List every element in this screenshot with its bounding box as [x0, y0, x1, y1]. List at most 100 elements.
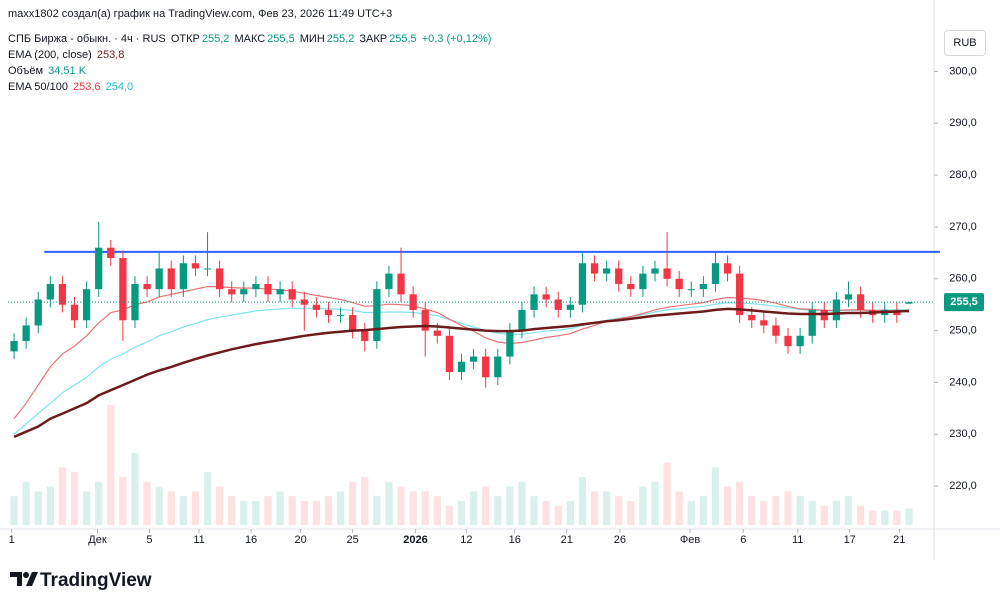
volume-bar — [602, 491, 611, 525]
volume-bar — [482, 486, 490, 525]
volume-bar — [228, 496, 236, 525]
value: 255,5 — [389, 33, 417, 45]
value: 255,2 — [201, 33, 230, 45]
candle-body — [385, 273, 393, 290]
volume-bar — [409, 491, 417, 525]
candle-body — [107, 247, 115, 259]
candle-body — [748, 315, 756, 321]
volume-bar — [820, 505, 828, 525]
candle-body — [433, 330, 441, 336]
y-tick-label: 270,0 — [949, 221, 977, 233]
volume-bar — [252, 501, 260, 525]
x-tick-label: 16 — [509, 534, 521, 546]
x-tick-label: 11 — [193, 534, 204, 546]
volume-bar — [179, 496, 187, 525]
ema100-line — [13, 301, 909, 435]
volume-bar — [675, 491, 683, 525]
volume-bar — [748, 496, 756, 525]
y-tick-label: 280,0 — [949, 169, 977, 181]
candle-body — [482, 356, 490, 378]
candle-body — [844, 294, 853, 300]
candle-body — [82, 289, 91, 321]
candle-body — [687, 289, 695, 291]
y-tick-label: 250,0 — [949, 325, 977, 337]
volume-bar — [760, 501, 768, 525]
x-tick-label: 2026 — [403, 534, 427, 546]
candle-body — [615, 268, 623, 284]
volume-bar — [34, 491, 42, 525]
symbol: СПБ Биржа - обыкн. · 4ч · RUS — [8, 33, 166, 45]
candle-body — [46, 283, 54, 300]
x-tick-label: 5 — [146, 534, 152, 546]
volume-bar — [687, 501, 695, 525]
candle-body — [179, 263, 187, 290]
chart: 220,0 230,0 240,0 250,0 260,0 270,0 280,0 290,0… — [0, 0, 1000, 560]
candle-body — [203, 268, 212, 270]
volume-bar — [856, 505, 865, 525]
volume-bar — [784, 491, 792, 525]
candle-body — [651, 268, 659, 274]
change: +0,3 (+0,12%) — [421, 33, 492, 45]
volume-bar — [70, 472, 79, 525]
volume-bar — [699, 496, 707, 525]
candle-body — [542, 294, 550, 300]
volume-bar — [131, 453, 139, 525]
y-tick-label: 230,0 — [949, 428, 977, 440]
last-price-label: 255,5 — [950, 296, 978, 308]
volume-bar — [312, 501, 321, 525]
candle-body — [312, 304, 321, 310]
candle-body — [167, 268, 175, 290]
volume-bar — [397, 486, 405, 525]
volume-bar — [736, 481, 744, 525]
label: МАКС — [234, 33, 266, 45]
candle-body — [457, 361, 466, 373]
ema-legend: EMA 50/100 253,6 254,0 — [8, 81, 135, 93]
value: 253,8 — [96, 49, 125, 61]
volume-bar — [518, 481, 526, 525]
candle-body — [361, 330, 369, 341]
candle-body — [506, 330, 514, 357]
candle-body — [639, 273, 647, 290]
candle-body — [191, 263, 200, 269]
volume-bar — [58, 467, 67, 525]
volume-bar — [191, 491, 200, 525]
volume-bar — [373, 496, 381, 525]
candle-body — [578, 263, 587, 305]
ema200-line — [13, 307, 910, 439]
volume-bar — [445, 505, 454, 525]
candle-body — [494, 356, 502, 378]
candle-body — [324, 309, 333, 316]
volume-legend: Объём 34,51 K — [8, 65, 88, 77]
volume-bar — [893, 510, 901, 525]
volume-bar — [627, 501, 635, 525]
x-tick-label: 16 — [245, 534, 257, 546]
currency-button[interactable]: RUB — [944, 30, 986, 56]
candle-body — [518, 309, 526, 331]
value: 253,6 — [73, 81, 101, 93]
y-tick-label: 220,0 — [949, 480, 977, 492]
candle-body — [143, 283, 151, 290]
candle-body — [675, 278, 683, 290]
candle-body — [663, 268, 671, 279]
volume-bar — [494, 496, 502, 525]
volume-bar — [349, 481, 357, 525]
volume-bar — [663, 462, 671, 525]
candle-body — [240, 289, 248, 295]
volume-bar — [336, 491, 345, 525]
candle-body — [602, 268, 611, 274]
volume-bar — [869, 510, 877, 525]
candle-body — [445, 335, 454, 373]
logo-icon — [10, 572, 38, 586]
volume-bar — [22, 481, 30, 525]
volume-bar — [905, 508, 913, 525]
candle-body — [373, 289, 381, 341]
y-tick-label: 240,0 — [949, 376, 977, 388]
volume-bar — [832, 501, 841, 525]
x-tick-label: 25 — [347, 534, 359, 546]
candle-body — [228, 289, 236, 295]
y-tick-label: 290,0 — [949, 117, 977, 129]
volume-bar — [506, 486, 514, 525]
candle-body — [796, 335, 804, 347]
candle-body — [590, 263, 599, 274]
y-tick-label: 260,0 — [949, 273, 977, 285]
